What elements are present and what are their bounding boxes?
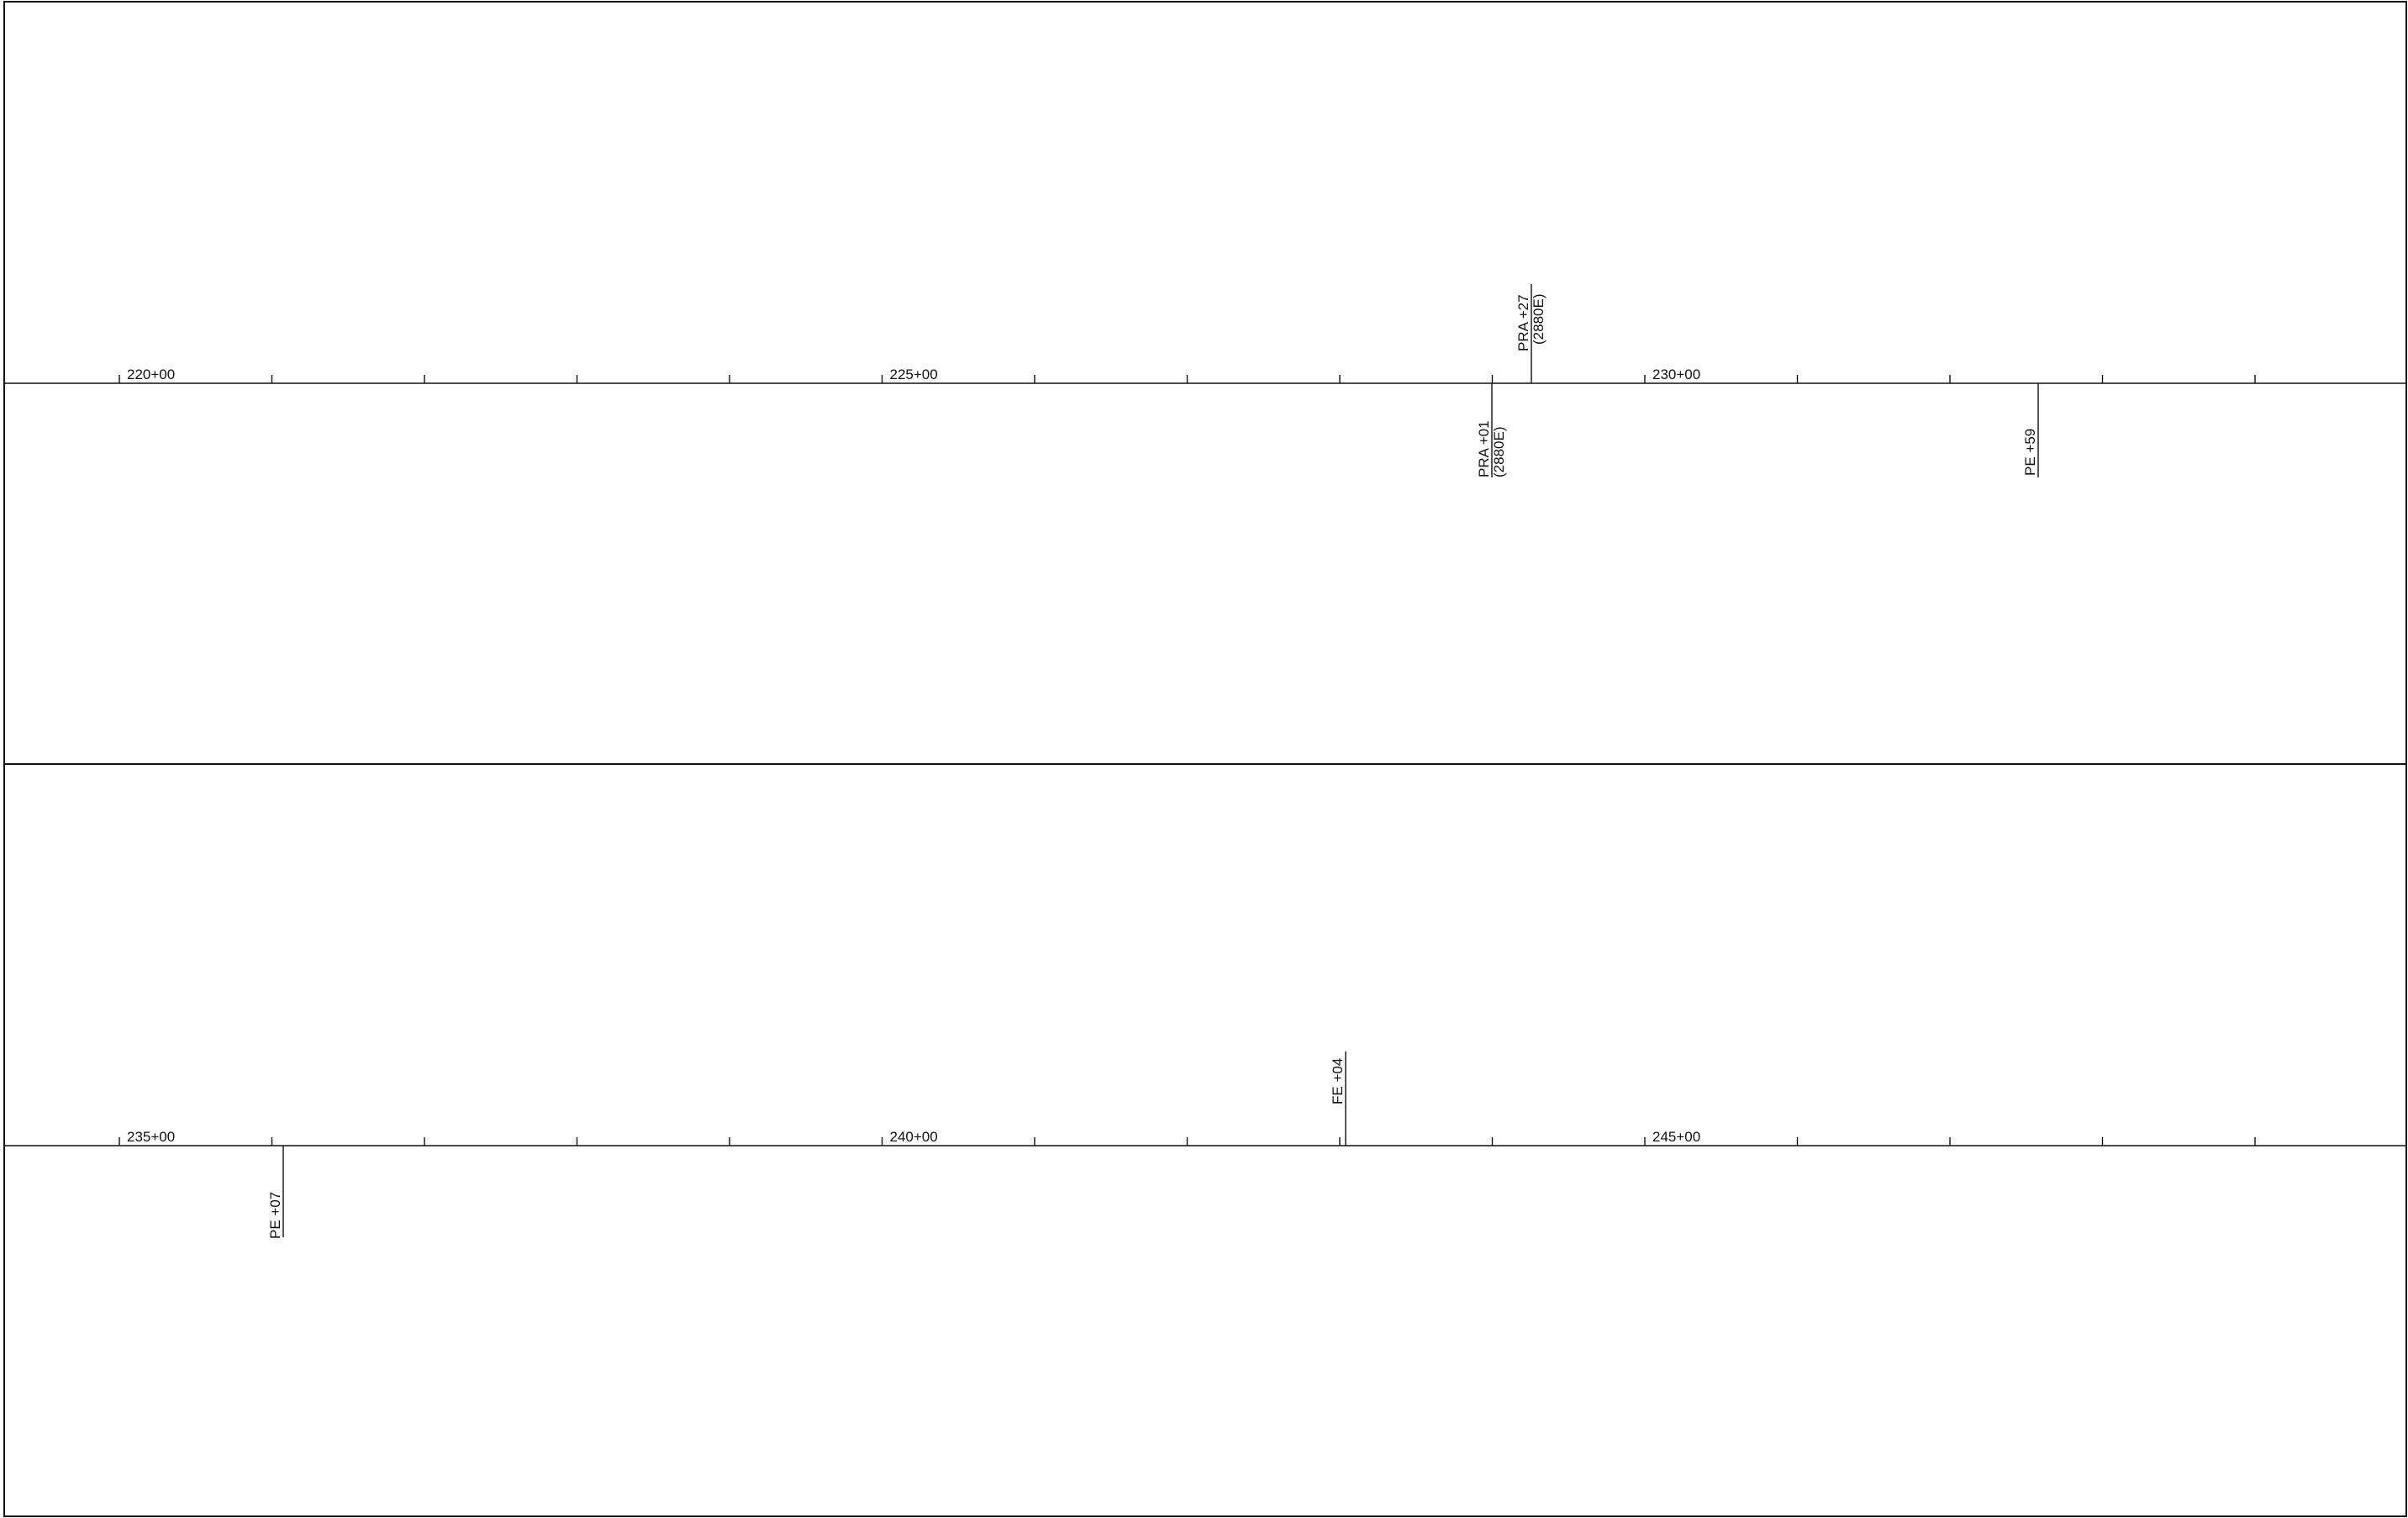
callout-label: PE +59	[2022, 429, 2038, 476]
callout-pra-01: PRA +01 (2880E)	[1476, 383, 1507, 477]
callout-label: PRA +01	[1476, 420, 1492, 477]
callout-pe-59: PE +59	[2022, 383, 2039, 477]
callout-pe-07: PE +07	[267, 1146, 284, 1239]
callout-fe-04: FE +04	[1330, 1052, 1346, 1146]
station-label: 230+00	[1652, 366, 1700, 382]
callout-label: PRA +27	[1515, 294, 1531, 351]
callout-label: PE +07	[267, 1192, 283, 1239]
station-label: 225+00	[890, 366, 938, 382]
sheet-border	[3, 1, 2407, 1517]
station-ticks: 235+00 240+00 245+00	[119, 1129, 2256, 1146]
callout-label: FE +04	[1330, 1058, 1346, 1104]
station-label: 240+00	[890, 1129, 938, 1145]
panel-bottom: 235+00 240+00 245+00 FE +04 PE +07	[4, 1052, 2406, 1239]
callout-sublabel: (2880E)	[1531, 294, 1546, 345]
station-ticks: 220+00 225+00 230+00	[119, 366, 2256, 383]
station-label: 220+00	[127, 366, 175, 382]
panel-top: 220+00 225+00 230+00 PRA +27 (2880E) PRA +…	[4, 284, 2406, 477]
station-label: 235+00	[127, 1129, 175, 1145]
station-label: 245+00	[1652, 1129, 1700, 1145]
callout-sublabel: (2880E)	[1491, 427, 1507, 477]
callout-pra-27: PRA +27 (2880E)	[1515, 284, 1546, 383]
